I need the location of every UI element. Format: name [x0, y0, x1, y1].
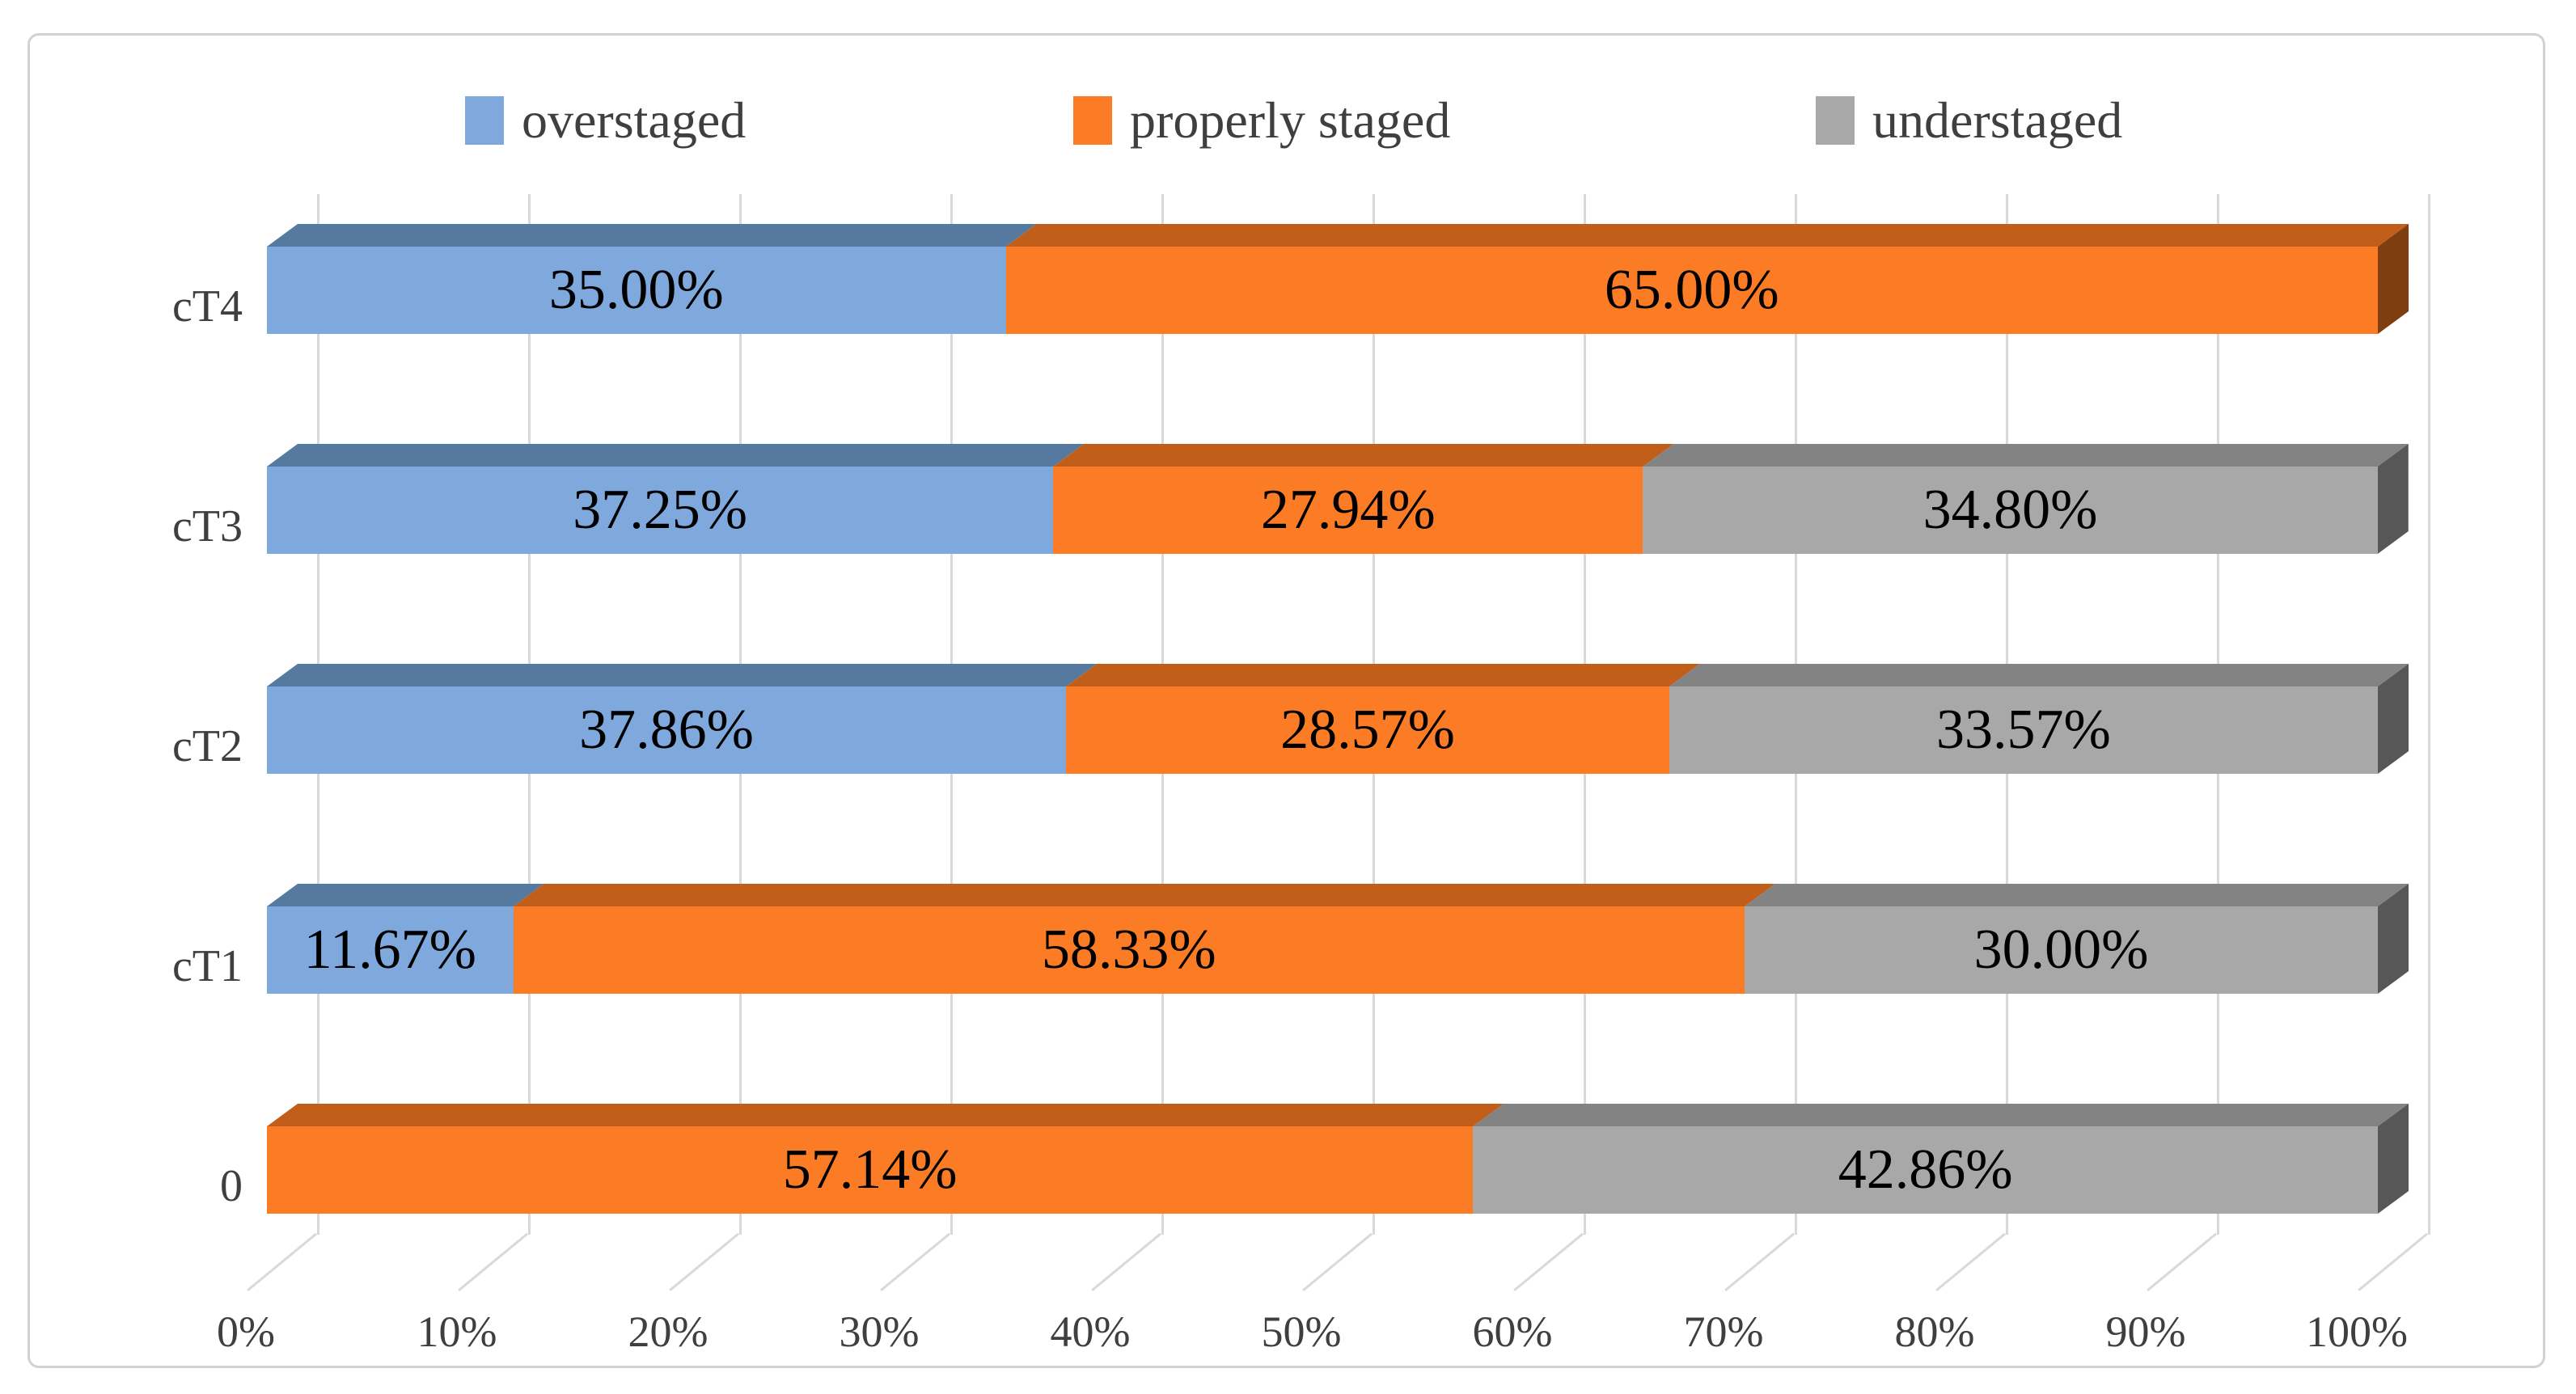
bar-segment-top-overstaged: [267, 444, 1084, 467]
legend-label: overstaged: [522, 91, 747, 149]
bar-value-label: 28.57%: [1280, 699, 1455, 761]
bar-value-label: 65.00%: [1604, 259, 1779, 321]
x-axis-tick-label: 100%: [2306, 1307, 2408, 1356]
legend-item-properly-staged: properly staged: [1073, 91, 1450, 150]
category-label: 0: [220, 1161, 243, 1211]
bar-segment-top-understaged: [1745, 884, 2409, 906]
bar-segment-understaged: [1643, 467, 2378, 554]
legend-label: understaged: [1872, 91, 2123, 149]
bar-segment-top-understaged: [1643, 444, 2408, 467]
bar-segment-properly-staged: [1053, 467, 1643, 554]
bar-segment-properly-staged: [1066, 686, 1669, 774]
gridline: [2428, 194, 2430, 1235]
x-axis-tick-label: 70%: [1683, 1307, 1764, 1356]
bar-value-label: 35.00%: [548, 259, 724, 321]
bar-value-label: 57.14%: [782, 1138, 958, 1201]
bar-value-label: 37.86%: [579, 699, 754, 761]
category-label: cT2: [171, 721, 243, 771]
bar-segment-top-overstaged: [267, 884, 544, 906]
category-label: cT3: [171, 501, 243, 551]
bar-segment-top-properly-staged: [1006, 224, 2409, 247]
legend-item-understaged: understaged: [1816, 91, 2122, 150]
bar-segment-understaged: [1669, 686, 2378, 774]
x-axis-tick-label: 20%: [628, 1307, 709, 1356]
bar-segment-properly-staged: [1005, 247, 2378, 334]
bar-segment-top-understaged: [1669, 664, 2409, 686]
bar-value-label: 11.67%: [303, 919, 476, 981]
bar-value-label: 34.80%: [1922, 479, 2098, 541]
x-axis-tick-label: 90%: [2105, 1307, 2186, 1356]
bar-segment-top-properly-staged: [1066, 664, 1700, 686]
bar-value-label: 37.25%: [573, 479, 748, 541]
x-axis-tick-label: 60%: [1472, 1307, 1553, 1356]
bar-segment-top-properly-staged: [1053, 444, 1673, 467]
bar-value-label: 30.00%: [1973, 919, 2149, 981]
bar-segment-properly-staged: [267, 1126, 1474, 1214]
bar-segment-overstaged: [267, 906, 514, 994]
bar-segment-overstaged: [267, 686, 1067, 774]
legend-item-overstaged: overstaged: [465, 91, 746, 150]
bar-segment-top-properly-staged: [267, 1104, 1504, 1126]
legend-swatch-understaged: [1816, 96, 1855, 145]
x-axis-tick-label: 0%: [217, 1307, 275, 1356]
legend-swatch-properly-staged: [1073, 96, 1112, 145]
bar-value-label: 33.57%: [1935, 699, 2111, 761]
category-label: cT4: [171, 281, 243, 332]
bar-segment-top-overstaged: [267, 664, 1097, 686]
bar-segment-top-properly-staged: [514, 884, 1775, 906]
legend-label: properly staged: [1130, 91, 1451, 149]
category-label: cT1: [171, 941, 243, 991]
bar-segment-overstaged: [267, 467, 1054, 554]
bar-value-label: 58.33%: [1041, 919, 1216, 981]
bar-segment-understaged: [1745, 906, 2378, 994]
x-axis-tick-label: 40%: [1050, 1307, 1131, 1356]
bar-segment-top-understaged: [1473, 1104, 2409, 1126]
x-axis-tick-label: 80%: [1894, 1307, 1975, 1356]
bar-segment-understaged: [1473, 1126, 2378, 1214]
bar-segment-properly-staged: [513, 906, 1745, 994]
legend-swatch-overstaged: [465, 96, 504, 145]
x-axis-tick-label: 50%: [1261, 1307, 1342, 1356]
bar-value-label: 42.86%: [1838, 1138, 2013, 1201]
bar-segment-top-overstaged: [267, 224, 1037, 247]
x-axis-tick-label: 30%: [839, 1307, 920, 1356]
bar-segment-overstaged: [267, 247, 1006, 334]
bar-value-label: 27.94%: [1260, 479, 1436, 541]
x-axis-tick-label: 10%: [417, 1307, 497, 1356]
